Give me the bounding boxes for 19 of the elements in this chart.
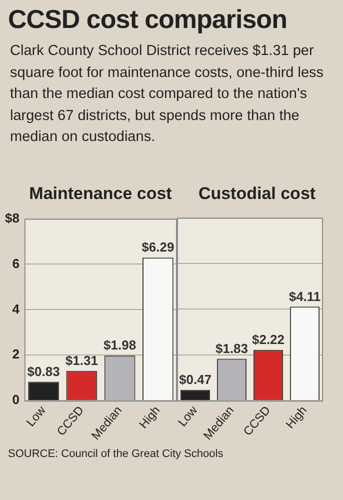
data-label: $6.29 bbox=[142, 240, 174, 255]
data-label: $1.98 bbox=[104, 338, 136, 353]
source-note: SOURCE: Council of the Great City Schools bbox=[8, 448, 224, 460]
y-tick-label: 6 bbox=[12, 256, 20, 271]
y-tick-label: 4 bbox=[12, 301, 20, 316]
data-label: $1.31 bbox=[65, 352, 98, 368]
chart-title: Maintenance cost bbox=[28, 184, 173, 205]
text: Clark County School District receives $1.31 per square foot for maintenance costs, one-third less than the median cost compared to the nation's largest 67 districts, but spends more than the median on custodians. bbox=[9, 42, 325, 147]
data-label: $0.47 bbox=[178, 372, 212, 387]
y-tick-label: 0 bbox=[12, 392, 20, 408]
chart-title: Custodial cost bbox=[197, 184, 317, 205]
y-tick-label: 2 bbox=[12, 346, 20, 362]
data-label: $2.22 bbox=[252, 332, 285, 347]
y-tick-label: $8 bbox=[4, 210, 20, 226]
data-label: $4.11 bbox=[288, 288, 321, 304]
data-label: $0.83 bbox=[27, 364, 60, 379]
data-label: $1.83 bbox=[215, 340, 248, 356]
x-tick-label: Low bbox=[175, 403, 200, 430]
text: CCSD cost comparison bbox=[7, 3, 288, 35]
